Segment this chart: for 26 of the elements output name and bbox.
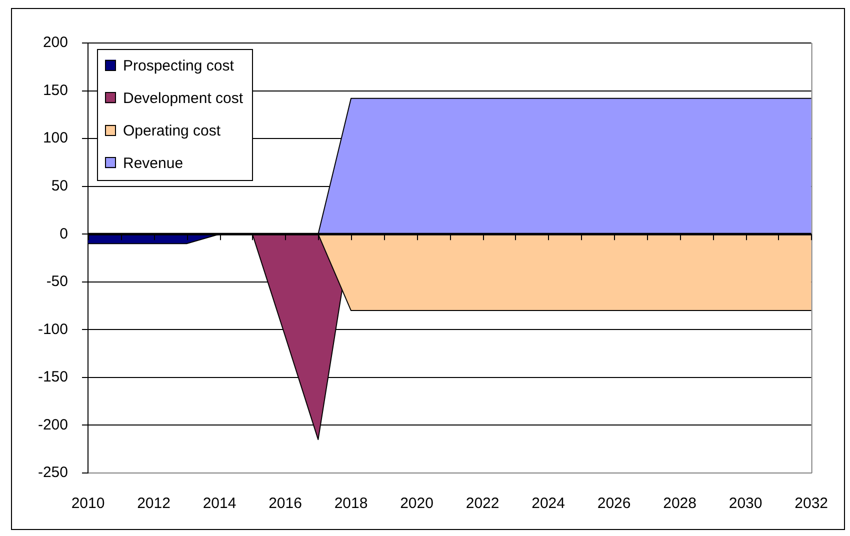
y-tick-label: -200	[38, 416, 68, 434]
x-tick-label: 2020	[400, 495, 434, 512]
y-tick-label: -50	[46, 273, 68, 290]
y-tick-label: 100	[42, 130, 68, 147]
y-tick-label: -250	[38, 464, 68, 482]
y-tick-label: -100	[38, 320, 68, 338]
legend-label: Development cost	[123, 90, 244, 107]
x-tick-label: 2030	[728, 495, 762, 512]
x-tick-label: 2032	[794, 495, 828, 512]
x-tick-label: 2026	[597, 495, 631, 512]
y-tick-label: 150	[42, 82, 68, 99]
x-tick-label: 2016	[268, 495, 302, 512]
x-tick-label: 2012	[137, 495, 170, 512]
y-tick-label: -150	[38, 368, 68, 386]
x-tick-label: 2022	[466, 495, 500, 512]
legend-label: Operating cost	[123, 122, 222, 140]
x-tick-label: 2018	[334, 495, 368, 512]
y-tick-label: 200	[42, 34, 68, 52]
y-tick-label: 0	[60, 225, 68, 242]
legend-label: Revenue	[123, 154, 184, 172]
x-tick-label: 2028	[663, 495, 696, 512]
x-tick-label: 2024	[532, 495, 565, 512]
x-tick-label: 2010	[71, 495, 105, 512]
y-tick-label: 50	[51, 177, 68, 194]
legend-label: Prospecting cost	[123, 57, 235, 74]
x-tick-label: 2014	[202, 495, 236, 512]
